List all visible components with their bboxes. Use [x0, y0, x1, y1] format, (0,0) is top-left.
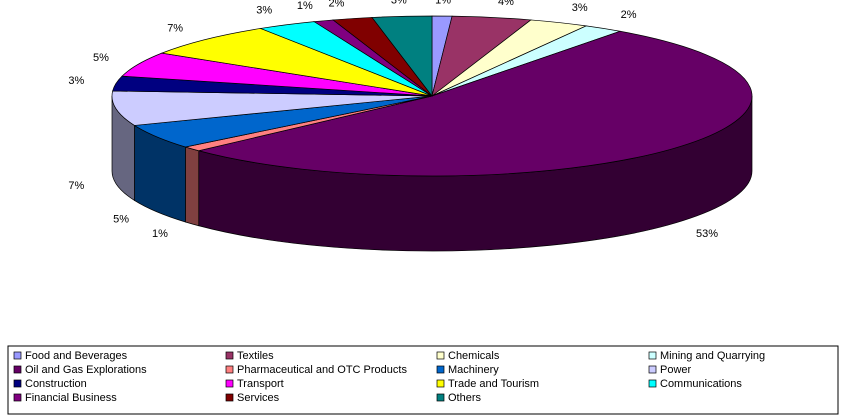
legend-label: Oil and Gas Explorations — [25, 364, 147, 376]
legend: Food and Beverages Textiles Chemicals Minin… — [13, 350, 765, 404]
legend-label: Pharmaceutical and OTC Products — [237, 364, 407, 376]
legend-swatch — [648, 351, 657, 360]
data-label: 7% — [68, 180, 84, 192]
slice — [160, 28, 433, 97]
pie-tops — [111, 15, 753, 177]
data-label: 3% — [68, 75, 84, 87]
legend-swatch — [225, 351, 234, 360]
legend-label: Textiles — [237, 350, 274, 362]
legend-swatch — [436, 393, 445, 402]
data-label: 2% — [621, 9, 637, 21]
legend-swatch — [648, 365, 657, 374]
legend-swatch — [13, 393, 22, 402]
legend-label: Construction — [25, 378, 87, 390]
legend-swatch — [13, 351, 22, 360]
legend-label: Others — [448, 392, 482, 404]
legend-swatch — [225, 365, 234, 374]
legend-swatch — [13, 379, 22, 388]
legend-label: Transport — [237, 378, 284, 390]
legend-swatch — [436, 365, 445, 374]
legend-box — [7, 345, 839, 415]
slice — [371, 15, 433, 98]
data-label: 7% — [167, 22, 183, 34]
legend-swatch — [648, 379, 657, 388]
legend-label: Power — [660, 364, 692, 376]
slice — [111, 90, 433, 126]
data-label: 3% — [256, 5, 272, 17]
legend-label: Financial Business — [25, 392, 117, 404]
legend-label: Machinery — [448, 364, 499, 376]
legend-label: Trade and Tourism — [448, 378, 539, 390]
data-label: 3% — [572, 2, 588, 14]
data-labels: 1% 4% 3% 2% 53% 1% 5% 7% 3% 5% 7% 3% 1% 2% 3% — [68, 0, 718, 240]
legend-label: Chemicals — [448, 350, 500, 362]
data-label: 4% — [498, 0, 514, 8]
legend-swatch — [225, 393, 234, 402]
data-label: 2% — [329, 0, 345, 9]
data-label: 53% — [696, 228, 718, 240]
legend-swatch — [225, 379, 234, 388]
data-label: 5% — [113, 214, 129, 226]
legend-label: Mining and Quarrying — [660, 350, 765, 362]
data-label: 1% — [435, 0, 451, 6]
legend-label: Communications — [660, 378, 742, 390]
slice-side — [185, 146, 200, 227]
pie-sides — [111, 95, 753, 252]
legend-label: Food and Beverages — [25, 350, 128, 362]
data-label: 5% — [93, 52, 109, 64]
slice — [198, 30, 753, 177]
legend-swatch — [436, 379, 445, 388]
data-label: 3% — [391, 0, 407, 7]
data-label: 1% — [297, 0, 313, 12]
data-label: 1% — [152, 228, 168, 240]
legend-swatch — [13, 365, 22, 374]
legend-label: Services — [237, 392, 280, 404]
legend-swatch — [436, 351, 445, 360]
